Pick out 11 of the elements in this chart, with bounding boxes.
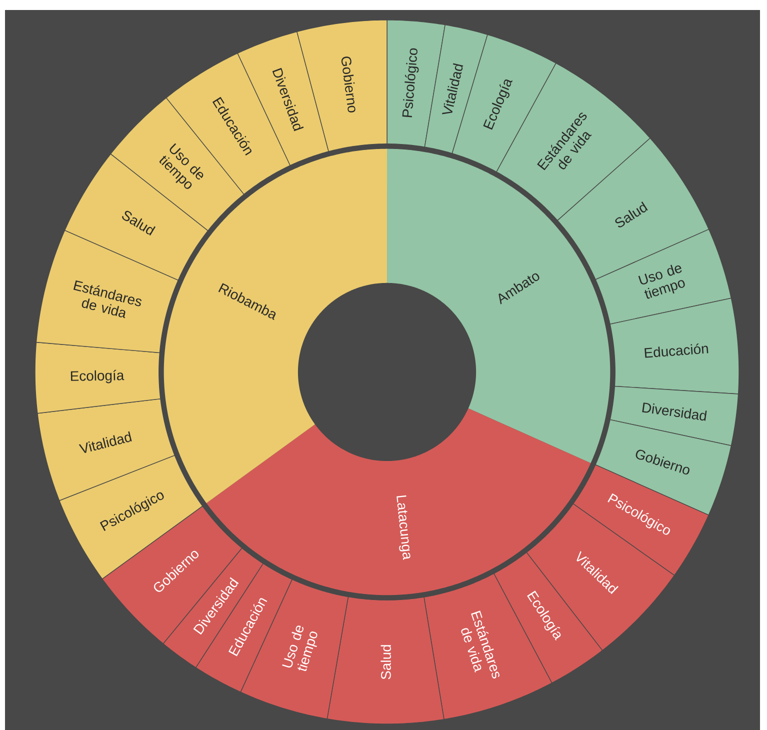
slice-label: Psicológico [402, 48, 419, 118]
slice-label: Diversidad [642, 402, 707, 421]
slice-label: Vitalidad [78, 431, 132, 453]
slice-label: Latacunga [396, 495, 410, 560]
slice-label: Salud [380, 645, 392, 680]
slice-label: Uso de tiempo [638, 264, 685, 299]
slice-label: Educación [644, 344, 708, 358]
slice-label: Vitalidad [442, 63, 464, 114]
slice-label: Uso de tiempo [282, 626, 318, 671]
slice-label: Gobierno [341, 56, 356, 112]
slice-label: Ecología [70, 370, 124, 384]
